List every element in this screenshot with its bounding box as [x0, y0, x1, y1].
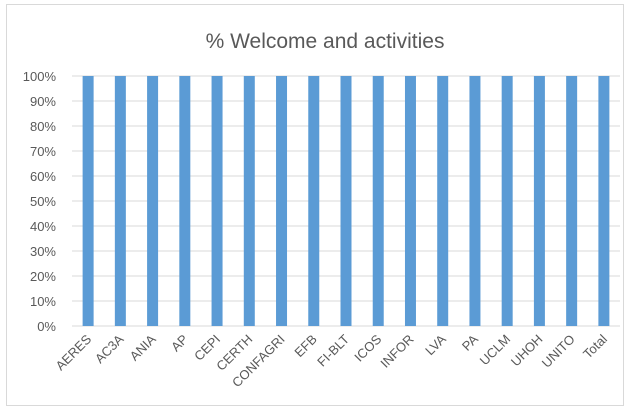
bar: [469, 76, 481, 326]
y-tick-label: 50%: [30, 194, 56, 209]
bar: [533, 76, 545, 326]
bar: [211, 76, 223, 326]
bar: [566, 76, 578, 326]
bar: [437, 76, 449, 326]
bar: [243, 76, 255, 326]
y-tick-label: 70%: [30, 144, 56, 159]
x-category-label: PA: [459, 331, 481, 353]
x-category-label: FI-BLT: [314, 331, 352, 369]
y-tick-label: 30%: [30, 244, 56, 259]
x-category-label: ANIA: [127, 331, 159, 363]
bar: [82, 76, 94, 326]
y-tick-label: 80%: [30, 119, 56, 134]
bar: [147, 76, 159, 326]
x-category-label: EFB: [291, 332, 319, 360]
x-category-label: LVA: [422, 331, 449, 358]
y-tick-label: 60%: [30, 169, 56, 184]
x-category-label: AC3A: [92, 331, 127, 366]
bar: [114, 76, 126, 326]
y-tick-label: 20%: [30, 269, 56, 284]
y-tick-label: 0%: [37, 319, 56, 334]
y-tick-label: 100%: [23, 69, 57, 84]
y-axis-ticks: 0% 10% 20% 30% 40% 50% 60% 70% 80% 90% 100%: [23, 69, 57, 334]
x-category-label: UCLM: [477, 332, 514, 369]
chart-title: % Welcome and activities: [206, 30, 445, 53]
x-category-label: UNITO: [539, 332, 578, 371]
bars: [82, 76, 610, 326]
x-category-label: INFOR: [377, 332, 416, 371]
bar: [404, 76, 416, 326]
bar: [179, 76, 191, 326]
bar: [372, 76, 384, 326]
x-category-label: AERES: [52, 331, 94, 373]
bar: [340, 76, 352, 326]
bar: [308, 76, 320, 326]
y-tick-label: 90%: [30, 94, 56, 109]
bar: [598, 76, 610, 326]
bar: [501, 76, 513, 326]
bar: [276, 76, 288, 326]
x-category-label: Total: [580, 331, 610, 361]
y-tick-label: 10%: [30, 294, 56, 309]
x-category-label: UHOH: [508, 332, 546, 370]
y-tick-label: 40%: [30, 219, 56, 234]
x-category-label: AP: [168, 332, 191, 355]
